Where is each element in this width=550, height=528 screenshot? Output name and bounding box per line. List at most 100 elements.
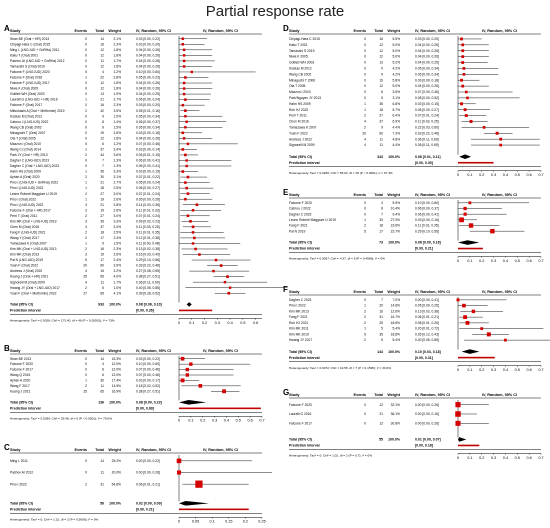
study-total: 35 <box>379 102 383 106</box>
total-n: 56 <box>100 502 104 506</box>
study-name: Gotlieb WH (Oral) 2003 <box>10 92 45 96</box>
column-header-forest: IV, Random, 95% CI <box>203 29 238 33</box>
study-weight: 4.4% <box>392 125 400 129</box>
study-total: 35 <box>100 170 104 174</box>
study-ci: 0.39 [0.28, 0.52] <box>136 291 160 295</box>
study-name: Mazzon I 2010 <box>289 90 311 94</box>
x-tick-label: 0.2 <box>479 173 484 177</box>
study-name: Yamazawa K (Oral) 2007 <box>10 242 47 246</box>
study-events: 0 <box>364 201 366 205</box>
study-name: Falcone F (Oral) 2017 <box>10 103 42 107</box>
study-name: Hahn HS (Oral) 2009 <box>10 170 41 174</box>
study-weight: 1.7% <box>113 59 121 63</box>
study-name: Kim MK 2013 <box>289 309 309 313</box>
x-tick-label: 0.5 <box>236 419 241 423</box>
column-header-ci: IV, Random, 95% CI <box>136 448 171 452</box>
study-ci: 0.00 [0.00, 0.16] <box>415 412 439 416</box>
x-tick-label: 0 <box>178 321 180 325</box>
total-ci: 0.08 [0.00, 0.23] <box>136 401 162 405</box>
study-ci: 0.03 [0.00, 0.18] <box>136 131 160 135</box>
study-total: 16 <box>379 37 383 41</box>
study-ci: 0.06 [0.00, 0.41] <box>136 164 160 168</box>
study-total: 31 <box>100 482 104 486</box>
study-point-estimate <box>198 384 203 388</box>
study-point-estimate <box>184 197 187 201</box>
x-tick-label: 0.6 <box>527 456 532 460</box>
study-point-estimate <box>460 37 463 41</box>
x-tick-label: 0.5 <box>515 173 520 177</box>
prediction-interval-bar <box>458 444 480 447</box>
study-name: Falcone F 2020 <box>289 403 312 407</box>
study-point-estimate <box>186 192 190 195</box>
study-events: 0 <box>364 72 366 76</box>
study-name: Dagher C 2023 <box>289 212 312 216</box>
study-name: Falcone F (LNG-IUD) 2017 <box>10 81 50 85</box>
study-total: 16 <box>379 309 383 313</box>
study-events: 0 <box>85 368 87 372</box>
study-total: 37 <box>379 120 383 124</box>
study-ci: 0.05 [0.00, 0.34] <box>415 67 439 71</box>
study-events: 1 <box>364 102 366 106</box>
study-ci: 0.06 [0.00, 0.37] <box>136 120 160 124</box>
study-name: Shan BE 2013 <box>10 357 31 361</box>
study-events: 1 <box>85 379 87 383</box>
study-total: 37 <box>100 225 104 229</box>
x-tick-label: 0.6 <box>527 259 532 263</box>
study-point-estimate <box>181 37 185 41</box>
study-weight: 3.0% <box>113 214 121 218</box>
total-ci: 0.01 [0.00, 0.07] <box>415 438 441 442</box>
panel-letter: E <box>283 188 289 197</box>
total-label: Total (95% CI) <box>289 155 312 159</box>
study-ci: 0.04 [0.00, 0.26] <box>415 84 439 88</box>
study-total: 27 <box>100 214 104 218</box>
study-events: 0 <box>364 298 366 302</box>
study-point-estimate <box>222 389 226 394</box>
study-events: 2 <box>364 315 366 319</box>
study-point-estimate <box>191 231 195 234</box>
study-name: Andress J 2022 <box>289 137 312 141</box>
prediction-interval-bar <box>179 309 213 312</box>
study-point-estimate <box>495 131 499 135</box>
prediction-interval-label: Prediction interval <box>289 356 320 360</box>
study-point-estimate <box>490 228 495 234</box>
study-ci: 0.06 [0.01, 0.21] <box>415 315 439 319</box>
heterogeneity-stats: Heterogeneity: Tau² = 0.0028; Chi² = 173… <box>10 319 115 323</box>
study-events: 2 <box>85 208 87 212</box>
study-point-estimate <box>471 309 476 314</box>
study-ci: 0.00 [0.00, 0.26] <box>415 403 439 407</box>
study-events: 2 <box>85 214 87 218</box>
study-total: 16 <box>100 42 104 46</box>
study-total: 21 <box>100 203 104 207</box>
study-ci: 0.03 [0.00, 0.20] <box>415 37 439 41</box>
study-events: 1 <box>85 197 87 201</box>
study-ci: 0.14 [0.03, 0.36] <box>136 203 160 207</box>
study-total: 69 <box>100 291 104 295</box>
study-weight: 6.9% <box>392 120 400 124</box>
study-events: 0 <box>364 84 366 88</box>
column-header-weight: Weight <box>387 290 400 294</box>
column-header-total: Total <box>95 349 104 353</box>
study-total: 17 <box>100 258 104 262</box>
study-point-estimate <box>185 373 189 377</box>
study-point-estimate <box>462 303 466 308</box>
study-name: Cabrou J (LNG-IUD) 2022 <box>10 120 48 124</box>
x-tick-label: 0.6 <box>253 321 258 325</box>
study-point-estimate <box>181 131 185 135</box>
study-weight: 5.2% <box>392 61 400 65</box>
study-events: 0 <box>364 49 366 53</box>
study-total: 30 <box>100 379 104 383</box>
study-total: 12 <box>379 84 383 88</box>
study-events: 0 <box>85 103 87 107</box>
study-events: 0 <box>364 403 366 407</box>
x-tick-label: 0.1 <box>189 321 194 325</box>
study-name: Ming L (LNG-IUD + GnRHa) 2011 <box>10 48 59 52</box>
forest-plot-panel-A: A Study Events Total Weight IV, Random, 95% C… <box>4 24 288 325</box>
study-ci: 0.04 [0.00, 0.25] <box>136 92 160 96</box>
study-point-estimate <box>191 225 195 229</box>
study-point-estimate <box>184 114 187 118</box>
column-header-forest: IV, Random, 95% CI <box>203 349 238 353</box>
x-tick-label: 0.4 <box>227 321 232 325</box>
study-ci: 0.03 [0.00, 0.17] <box>136 379 160 383</box>
study-point-estimate <box>186 142 190 146</box>
study-ci: 0.03 [0.00, 0.20] <box>136 42 160 46</box>
